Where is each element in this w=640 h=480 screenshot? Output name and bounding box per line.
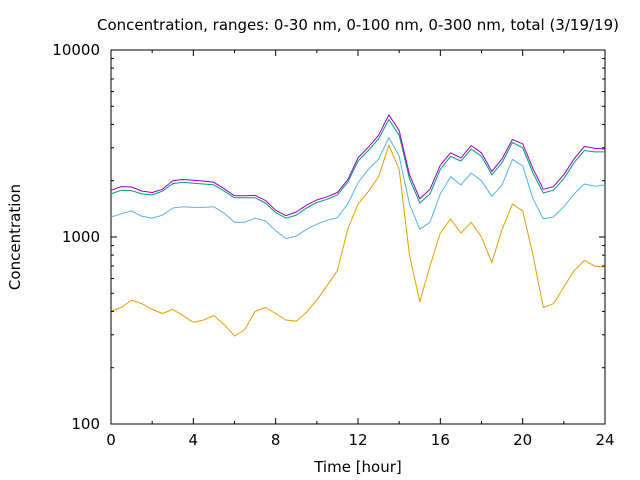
y-axis-title: Concentration (6, 184, 24, 290)
series-line-3 (110, 119, 605, 219)
x-tick-label: 24 (595, 431, 614, 449)
x-tick-label: 4 (189, 431, 199, 449)
x-tick-label: 8 (271, 431, 281, 449)
axes-layer: 0 4 8 12 16 20 24 100 1000 10000 (52, 41, 614, 449)
plot-frame (110, 49, 606, 425)
x-tick-label: 20 (513, 431, 532, 449)
y-tick-label: 10000 (52, 41, 100, 59)
y-tick-label: 1000 (62, 228, 100, 246)
x-tick-label: 12 (348, 431, 367, 449)
chart-title: Concentration, ranges: 0-30 nm, 0-100 nm… (97, 16, 619, 34)
series-line-1 (110, 144, 606, 337)
x-tick-label: 16 (431, 431, 450, 449)
x-tick-label: 0 (106, 431, 116, 449)
series-layer (110, 114, 606, 337)
series-line-2 (110, 137, 606, 240)
x-axis-title: Time [hour] (313, 458, 402, 476)
series-line-4 (110, 114, 606, 217)
y-tick-label: 100 (71, 415, 100, 433)
